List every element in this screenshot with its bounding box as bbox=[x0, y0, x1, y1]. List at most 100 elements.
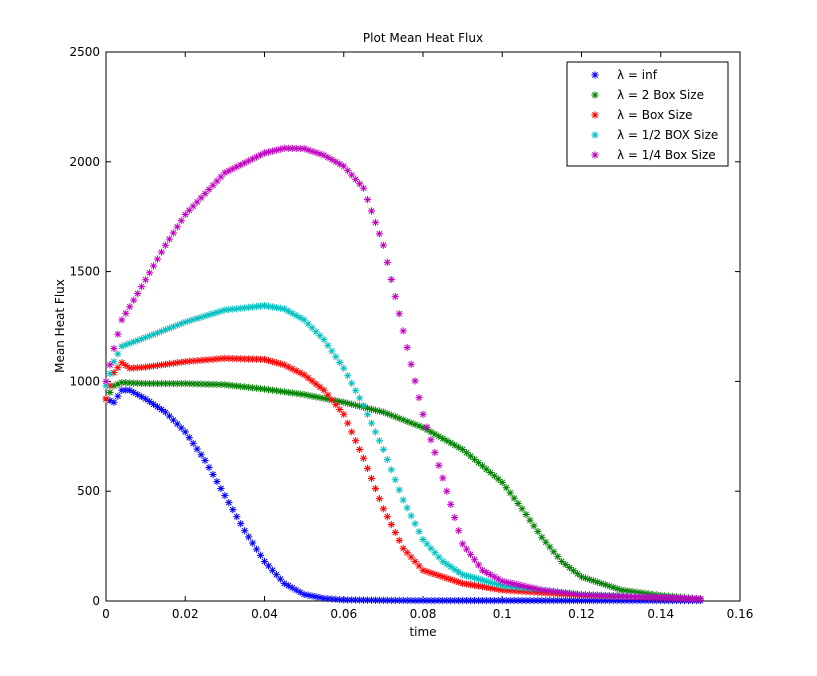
legend-label: λ = 1/4 Box Size bbox=[617, 148, 716, 162]
data-point bbox=[268, 386, 277, 394]
x-tick-label: 0.08 bbox=[410, 607, 437, 621]
data-point bbox=[383, 513, 391, 521]
data-point bbox=[300, 390, 308, 399]
data-point bbox=[106, 370, 114, 378]
data-point bbox=[320, 386, 328, 394]
data-point bbox=[312, 380, 320, 388]
data-point bbox=[530, 522, 538, 530]
data-point bbox=[455, 527, 463, 535]
data-point bbox=[443, 560, 451, 568]
data-point bbox=[138, 283, 146, 291]
data-point bbox=[379, 505, 387, 513]
data-point bbox=[391, 528, 399, 537]
data-point bbox=[106, 388, 114, 396]
data-point bbox=[554, 553, 562, 561]
data-point bbox=[601, 581, 609, 589]
data-point bbox=[316, 383, 324, 391]
data-point bbox=[173, 223, 181, 231]
data-point bbox=[260, 149, 269, 157]
data-point bbox=[110, 358, 118, 366]
data-point bbox=[304, 374, 312, 382]
data-point bbox=[447, 563, 455, 571]
data-point bbox=[391, 476, 399, 484]
data-point bbox=[387, 466, 395, 474]
data-point bbox=[379, 241, 387, 249]
data-point bbox=[356, 394, 364, 402]
data-point bbox=[387, 275, 395, 284]
data-point bbox=[142, 276, 150, 284]
data-point bbox=[427, 436, 435, 444]
data-point bbox=[474, 561, 483, 569]
data-point bbox=[470, 556, 479, 564]
data-point bbox=[205, 311, 213, 319]
data-point bbox=[514, 499, 522, 508]
data-point bbox=[110, 344, 118, 353]
data-point bbox=[252, 545, 261, 553]
data-point bbox=[324, 391, 332, 399]
data-point bbox=[451, 513, 459, 522]
data-point bbox=[106, 361, 114, 369]
data-point bbox=[145, 398, 154, 406]
series-1 bbox=[102, 386, 704, 605]
data-point bbox=[197, 451, 205, 459]
data-point bbox=[538, 533, 546, 541]
data-point bbox=[249, 539, 257, 547]
data-point bbox=[411, 377, 419, 385]
data-point bbox=[134, 289, 142, 298]
legend-label: λ = 2 Box Size bbox=[617, 88, 704, 102]
data-point bbox=[110, 398, 118, 406]
data-point bbox=[486, 571, 494, 579]
data-point bbox=[419, 410, 427, 418]
data-point bbox=[256, 551, 265, 559]
legend-marker bbox=[591, 151, 599, 159]
data-point bbox=[395, 486, 403, 494]
data-point bbox=[447, 500, 455, 508]
data-point bbox=[130, 296, 138, 304]
x-axis-label: time bbox=[409, 625, 436, 639]
data-point bbox=[149, 400, 158, 408]
data-point bbox=[506, 489, 514, 497]
data-point bbox=[185, 317, 193, 325]
chart-title: Plot Mean Heat Flux bbox=[363, 31, 483, 45]
data-point bbox=[423, 423, 431, 431]
data-point bbox=[367, 474, 376, 483]
x-tick-label: 0.04 bbox=[251, 607, 278, 621]
legend-marker bbox=[591, 71, 599, 79]
data-point bbox=[502, 484, 510, 492]
data-point bbox=[308, 377, 316, 385]
data-point bbox=[696, 595, 704, 603]
legend-item: λ = 1/4 Box Size bbox=[591, 148, 716, 162]
x-tick-label: 0.06 bbox=[330, 607, 357, 621]
data-point bbox=[566, 564, 574, 572]
data-point bbox=[447, 575, 455, 584]
data-point bbox=[363, 464, 372, 472]
data-point bbox=[443, 487, 451, 495]
data-point bbox=[300, 371, 308, 379]
data-point bbox=[375, 437, 384, 445]
x-tick-label: 0.12 bbox=[568, 607, 595, 621]
data-point bbox=[391, 413, 399, 421]
data-point bbox=[209, 355, 217, 363]
data-point bbox=[233, 513, 241, 521]
data-point bbox=[359, 401, 368, 410]
data-point bbox=[518, 505, 526, 513]
series-5 bbox=[102, 144, 704, 603]
data-point bbox=[490, 573, 498, 581]
data-point bbox=[510, 494, 518, 502]
y-tick-label: 1000 bbox=[69, 374, 100, 388]
data-point bbox=[340, 162, 348, 170]
data-point bbox=[221, 169, 229, 177]
data-point bbox=[324, 341, 332, 349]
data-point bbox=[241, 527, 249, 535]
data-point bbox=[371, 428, 380, 436]
data-point bbox=[451, 565, 459, 573]
series-layer bbox=[102, 144, 704, 605]
data-point bbox=[387, 520, 395, 529]
data-point bbox=[573, 570, 582, 578]
data-point bbox=[189, 439, 197, 447]
data-point bbox=[332, 401, 340, 409]
data-point bbox=[439, 474, 447, 482]
data-point bbox=[371, 218, 380, 227]
